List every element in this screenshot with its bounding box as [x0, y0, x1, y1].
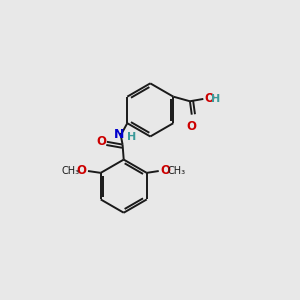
Text: CH₃: CH₃	[61, 166, 79, 176]
Text: H: H	[212, 94, 221, 104]
Text: O: O	[160, 164, 170, 177]
Text: H: H	[127, 132, 136, 142]
Text: O: O	[77, 164, 87, 177]
Text: O: O	[187, 120, 197, 133]
Text: O: O	[204, 92, 214, 105]
Text: N: N	[114, 128, 124, 141]
Text: CH₃: CH₃	[167, 166, 186, 176]
Text: O: O	[97, 135, 107, 148]
